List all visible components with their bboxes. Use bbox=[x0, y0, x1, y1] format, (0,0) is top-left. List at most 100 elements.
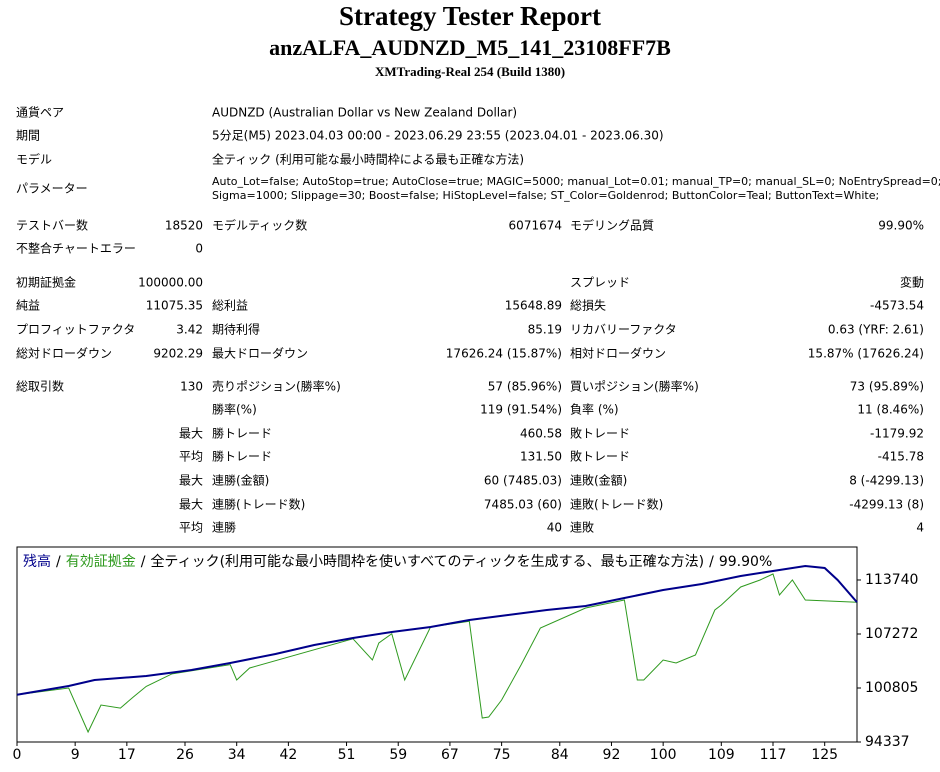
field-value: -4299.13 (8) bbox=[849, 498, 924, 512]
field-label: パラメーター bbox=[16, 182, 88, 196]
field-value: -1179.92 bbox=[870, 427, 924, 441]
field-value: 最大 bbox=[179, 498, 203, 512]
field-label: モデル bbox=[16, 152, 52, 167]
field-value: AUDNZD (Australian Dollar vs New Zealand… bbox=[212, 106, 517, 120]
x-tick-label: 100 bbox=[650, 747, 677, 763]
field-label: モデリング品質 bbox=[570, 218, 654, 233]
x-tick-label: 109 bbox=[708, 747, 735, 763]
field-label: 通貨ペア bbox=[16, 105, 64, 120]
field-value: Sigma=1000; Slippage=30; Boost=false; Hi… bbox=[212, 189, 879, 202]
field-value: 18520 bbox=[165, 219, 203, 233]
field-value: 全ティック (利用可能な最小時間枠による最も正確な方法) bbox=[212, 152, 524, 167]
field-label: 敗トレード bbox=[570, 449, 630, 464]
x-tick-label: 34 bbox=[228, 747, 246, 763]
x-tick-label: 92 bbox=[603, 747, 621, 763]
x-tick-label: 67 bbox=[441, 747, 459, 763]
field-label: 売りポジション(勝率%) bbox=[212, 379, 341, 394]
chart-legend: 残高 / 有効証拠金 / 全ティック(利用可能な最小時間枠を使いすべてのティックを生成す… bbox=[23, 553, 772, 570]
field-label: 最大ドローダウン bbox=[212, 346, 308, 361]
field-label: スプレッド bbox=[570, 276, 630, 290]
legend-separator: / bbox=[141, 554, 146, 570]
build-info: XMTrading-Real 254 (Build 1380) bbox=[375, 64, 565, 79]
legend-balance: 残高 bbox=[23, 553, 51, 570]
field-label: 勝トレード bbox=[212, 449, 272, 464]
y-tick-label: 94337 bbox=[865, 734, 910, 750]
field-value: 57 (85.96%) bbox=[488, 380, 562, 394]
report-subtitle: anzALFA_AUDNZD_M5_141_23108FF7B bbox=[269, 35, 671, 60]
y-tick-label: 100805 bbox=[865, 680, 918, 696]
field-label: 負率 (%) bbox=[570, 402, 619, 417]
field-value: 460.58 bbox=[520, 427, 562, 441]
field-value: 6071674 bbox=[509, 219, 562, 233]
field-value: -415.78 bbox=[878, 450, 924, 464]
legend-equity: 有効証拠金 bbox=[66, 554, 136, 570]
field-label: 勝トレード bbox=[212, 426, 272, 441]
y-tick-label: 113740 bbox=[865, 572, 918, 588]
x-tick-label: 117 bbox=[760, 747, 787, 763]
x-tick-label: 9 bbox=[71, 747, 80, 763]
x-tick-label: 75 bbox=[493, 747, 511, 763]
field-label: 不整合チャートエラー bbox=[16, 241, 136, 256]
field-value: 100000.00 bbox=[138, 276, 203, 290]
x-tick-label: 26 bbox=[176, 747, 194, 763]
field-value: 7485.03 (60) bbox=[484, 498, 562, 512]
field-label: 相対ドローダウン bbox=[570, 346, 666, 361]
legend-separator: / bbox=[56, 554, 61, 570]
field-label: テストバー数 bbox=[16, 218, 88, 233]
field-label: 連勝(金額) bbox=[212, 473, 269, 488]
field-value: 11 (8.46%) bbox=[857, 403, 924, 417]
x-tick-label: 17 bbox=[118, 747, 136, 763]
field-value: 131.50 bbox=[520, 450, 562, 464]
field-value: 15.87% (17626.24) bbox=[808, 347, 924, 361]
series-line bbox=[16, 564, 858, 696]
field-label: 総対ドローダウン bbox=[16, 346, 112, 361]
field-label: 期待利得 bbox=[212, 322, 260, 337]
field-label: リカバリーファクタ bbox=[570, 323, 677, 337]
field-label: プロフィットファクタ bbox=[16, 323, 135, 337]
field-value: 4 bbox=[916, 521, 924, 535]
x-tick-label: 51 bbox=[338, 747, 356, 763]
legend-quality: 99.90% bbox=[719, 554, 772, 570]
field-value: 8 (-4299.13) bbox=[849, 474, 924, 488]
field-value: 平均 bbox=[179, 521, 203, 535]
field-value: 99.90% bbox=[878, 219, 924, 233]
field-label: 連敗 bbox=[570, 520, 594, 535]
field-value: 73 (95.89%) bbox=[850, 380, 924, 394]
field-label: 連勝 bbox=[212, 520, 236, 535]
field-value: 最大 bbox=[179, 427, 203, 441]
field-value: 17626.24 (15.87%) bbox=[446, 347, 562, 361]
x-tick-label: 59 bbox=[389, 747, 407, 763]
field-value: 85.19 bbox=[528, 323, 562, 337]
field-label: 総損失 bbox=[570, 298, 606, 313]
field-value: 130 bbox=[180, 380, 203, 394]
field-value: 9202.29 bbox=[153, 347, 203, 361]
field-value: 平均 bbox=[179, 450, 203, 464]
field-value: 3.42 bbox=[176, 323, 203, 337]
x-tick-label: 0 bbox=[13, 747, 22, 763]
report-title: Strategy Tester Report bbox=[339, 1, 601, 31]
field-label: 純益 bbox=[16, 299, 40, 313]
y-tick-label: 107272 bbox=[865, 626, 918, 642]
field-value: 11075.35 bbox=[146, 299, 203, 313]
field-value: 15648.89 bbox=[505, 299, 562, 313]
field-label: 買いポジション(勝率%) bbox=[570, 379, 699, 394]
field-value: 5分足(M5) 2023.04.03 00:00 - 2023.06.29 23… bbox=[212, 129, 664, 143]
field-value: Auto_Lot=false; AutoStop=true; AutoClose… bbox=[212, 175, 940, 188]
field-value: 0.63 (YRF: 2.61) bbox=[828, 323, 924, 337]
legend-description: 全ティック(利用可能な最小時間枠を使いすべてのティックを生成する、最も正確な方法… bbox=[150, 553, 704, 570]
field-label: 連敗(金額) bbox=[570, 473, 627, 488]
field-label: モデルティック数 bbox=[212, 218, 307, 233]
field-label: 連勝(トレード数) bbox=[212, 497, 305, 512]
field-label: 敗トレード bbox=[570, 426, 630, 441]
field-label: 総利益 bbox=[212, 299, 248, 313]
x-tick-label: 42 bbox=[279, 747, 297, 763]
field-label: 期間 bbox=[16, 129, 40, 143]
x-tick-label: 125 bbox=[811, 747, 838, 763]
x-tick-label: 84 bbox=[551, 747, 569, 763]
field-label: 連敗(トレード数) bbox=[570, 497, 663, 512]
field-value: -4573.54 bbox=[870, 299, 924, 313]
chart-frame bbox=[16, 546, 858, 743]
field-label: 勝率(%) bbox=[212, 402, 257, 417]
field-value: 最大 bbox=[179, 474, 203, 488]
